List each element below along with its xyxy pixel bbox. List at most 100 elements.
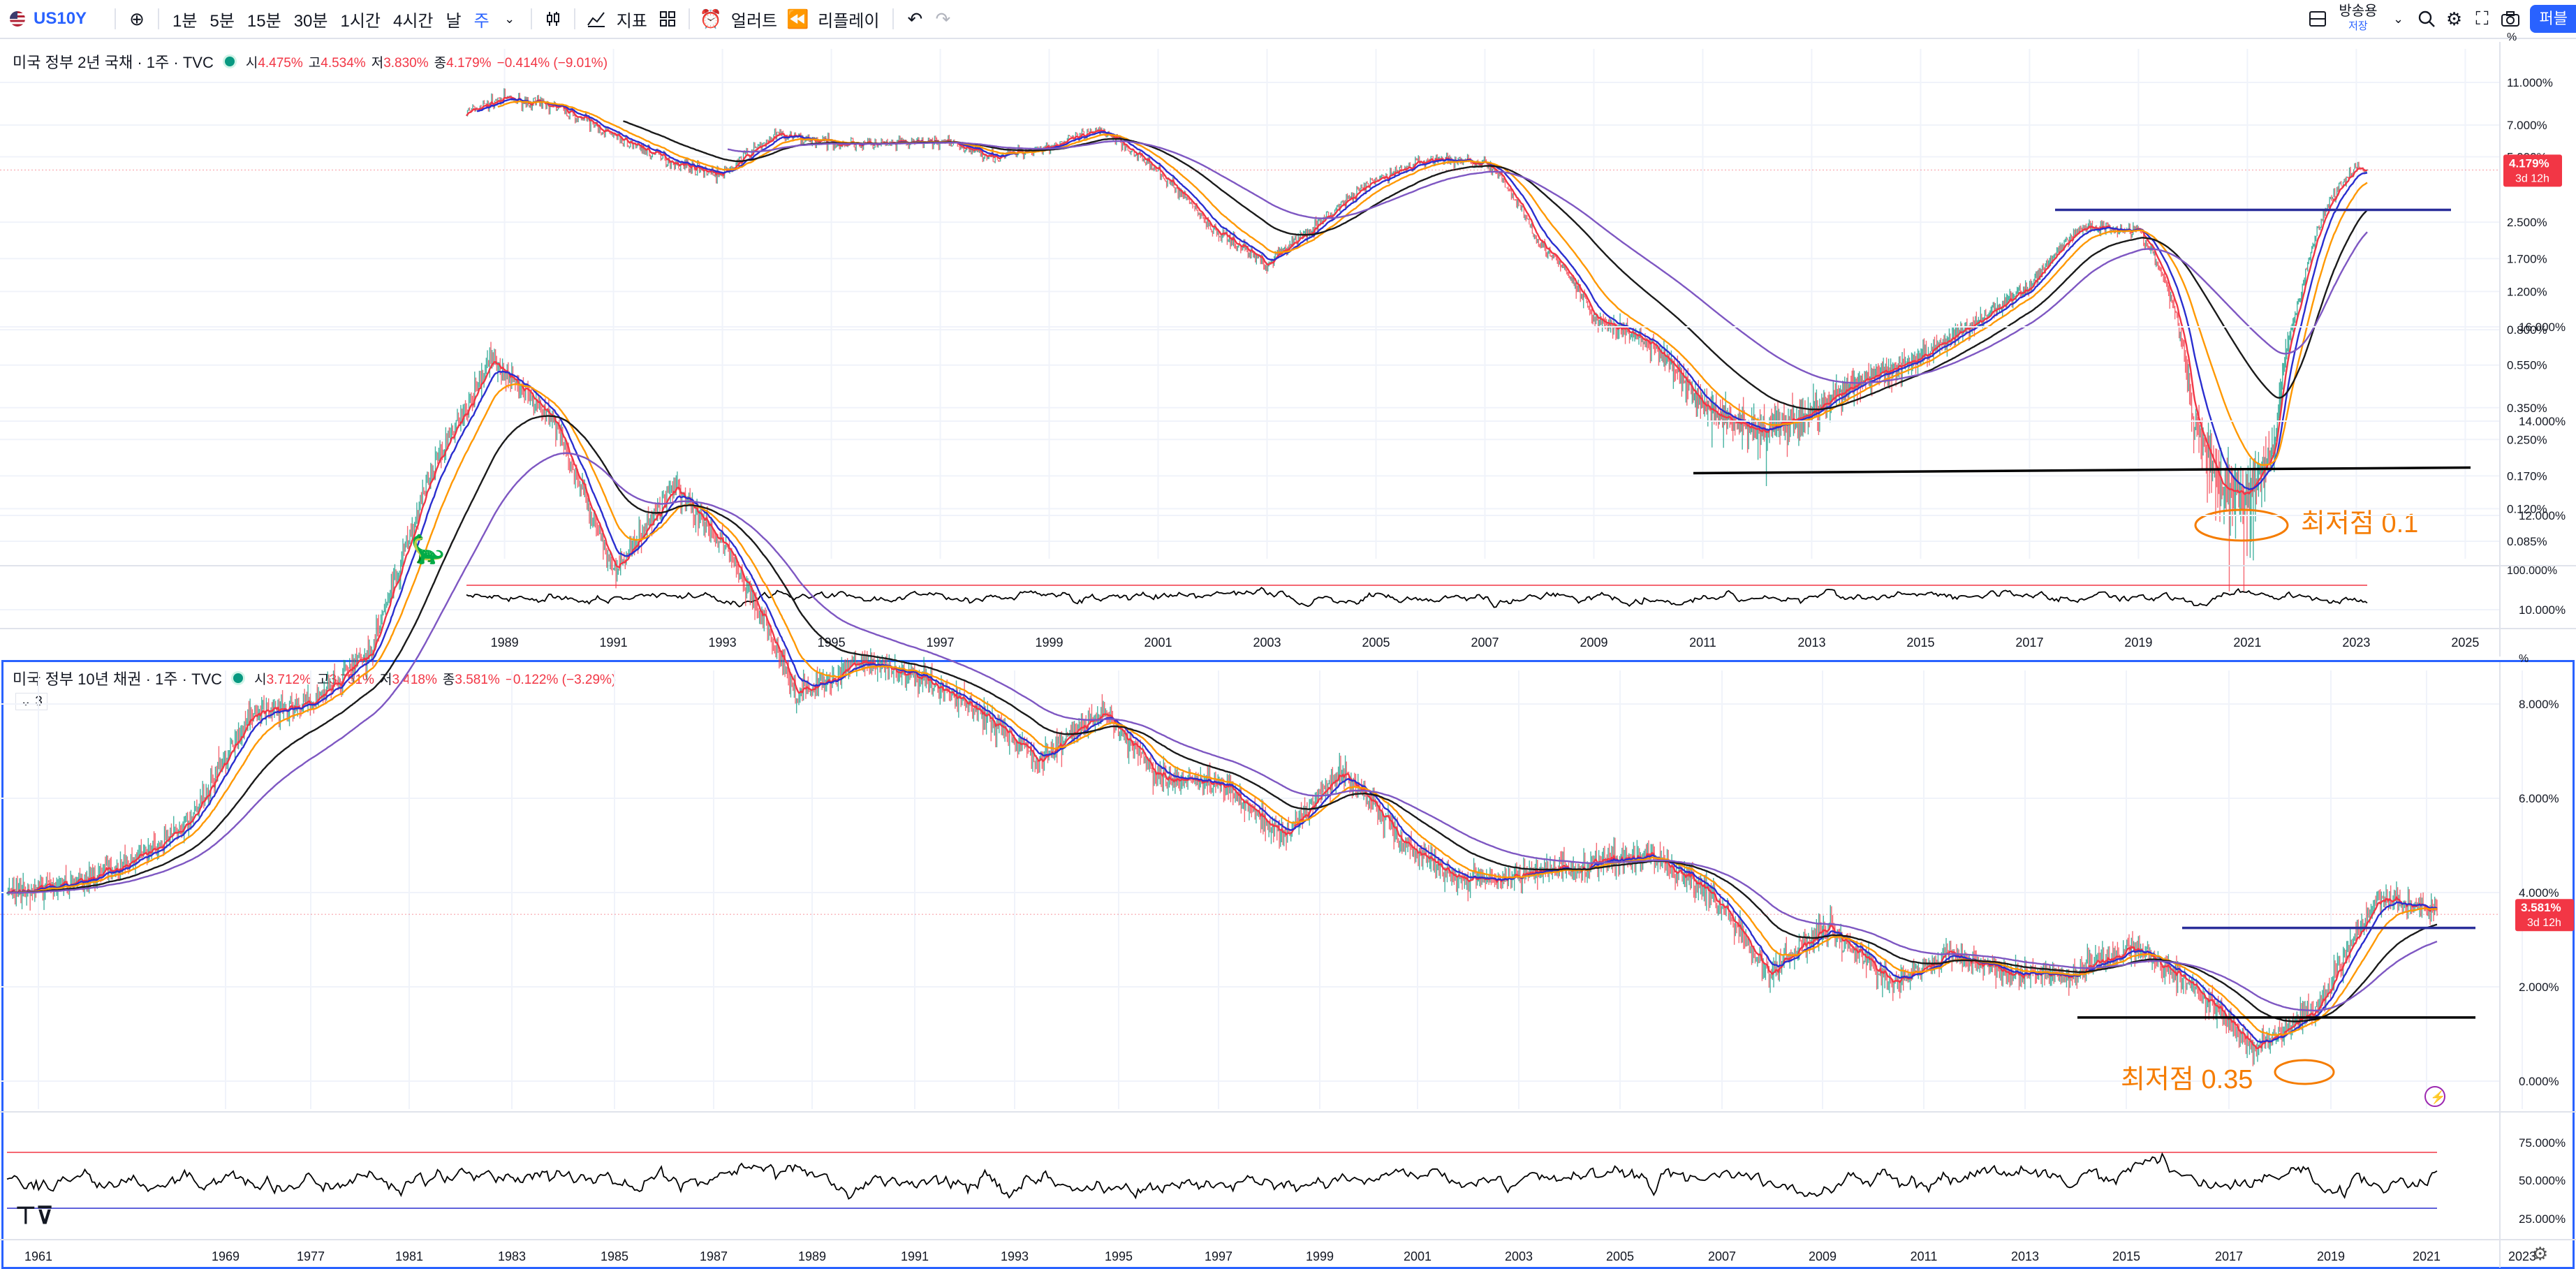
interval-6[interactable]: 날	[446, 11, 462, 31]
pane2-ohlc: 시3.712% 고3.751% 저3.418% 종3.581% −0.122% (−3.…	[254, 672, 617, 687]
y-tick-label: 5.000%	[2507, 151, 2547, 164]
camera-icon[interactable]	[2496, 5, 2524, 33]
pane1-y-axis: 11.000% 7.000% 5.000% 2.500% 1.700% 1.200% 0.8…	[2507, 31, 2553, 548]
y-tick-label: 11.000%	[2507, 76, 2553, 89]
y-tick-label: 16.000%	[2519, 321, 2566, 334]
price-badge-time: 3d 12h	[2515, 173, 2549, 184]
pane1-title[interactable]: 미국 정부 2년 국채 · 1주 · TVC	[13, 54, 214, 71]
replay-button[interactable]: ⏪ 리플레이	[783, 0, 885, 38]
price-badge-label: 4.179%	[2509, 156, 2549, 170]
low-point-ellipse	[2194, 508, 2289, 542]
y-tick-label: 10.000%	[2519, 603, 2566, 617]
x-tick-label: 2023	[2342, 636, 2370, 650]
divider	[573, 8, 575, 29]
interval-bar: 1분 5분 15분 30분 1시간 4시간 날 주	[166, 0, 496, 38]
y-tick-label: 12.000%	[2519, 509, 2566, 522]
rsi-top-label: 100.000%	[2507, 565, 2557, 577]
interval-0[interactable]: 1분	[172, 11, 198, 31]
moving-average-line	[727, 140, 2368, 384]
y-tick-label: 0.350%	[2507, 402, 2547, 415]
pane1-rsi	[466, 585, 2368, 610]
indicators-button[interactable]: 지표	[582, 0, 654, 38]
add-symbol-icon[interactable]: ⊕	[129, 8, 145, 29]
publish-button[interactable]: 퍼블	[2529, 5, 2576, 33]
alarm-clock-icon: ⏰	[699, 8, 723, 29]
divider	[530, 8, 532, 29]
y-tick-label: 1.200%	[2507, 285, 2547, 298]
x-tick-label: 2003	[1253, 636, 1281, 650]
chevron-down-icon[interactable]: ⌄	[504, 11, 515, 26]
candle-type-icon[interactable]	[539, 5, 567, 33]
x-tick-label: 1991	[600, 636, 628, 650]
moving-average-line	[623, 120, 2368, 411]
x-tick-label: 2025	[2451, 636, 2479, 650]
moving-average-line	[466, 96, 2368, 496]
indicators-label: 지표	[616, 11, 647, 31]
rewind-icon: ⏪	[786, 8, 809, 29]
interval-7[interactable]: 주	[473, 11, 490, 31]
symbol-search[interactable]: US10Y	[10, 9, 87, 29]
alert-label: 얼러트	[730, 11, 778, 31]
x-tick-label: 1995	[818, 636, 846, 650]
x-tick-label: 1993	[709, 636, 737, 650]
interval-4[interactable]: 1시간	[340, 11, 381, 31]
search-icon[interactable]	[2413, 5, 2441, 33]
pane1-x-axis: 1989 1991 1993 1995 1997 1999 2001 2003 2005 2007…	[491, 636, 2480, 650]
top-toolbar: US10Y ⊕ 1분 5분 15분 30분 1시간 4시간 날 주 ⌄ 지표 ⏰ 얼러트 ⏪ …	[0, 0, 2576, 39]
y-tick-label: 0.800%	[2507, 323, 2547, 337]
interval-2[interactable]: 15분	[246, 11, 281, 31]
x-tick-label: 1997	[927, 636, 955, 650]
fullscreen-icon[interactable]: ⛶	[2475, 8, 2489, 29]
pane2-title[interactable]: 미국 정부 10년 채권 · 1주 · TVC	[13, 670, 223, 688]
indicators-icon	[582, 5, 610, 33]
divider	[892, 8, 895, 29]
replay-label: 리플레이	[818, 11, 880, 31]
alert-button[interactable]: ⏰ 얼러트	[697, 0, 783, 38]
pane1-candles	[466, 88, 2368, 592]
collapse-indicators-toggle[interactable]: ⌄ 3	[15, 693, 47, 710]
interval-1[interactable]: 5분	[209, 11, 235, 31]
divider	[158, 8, 160, 29]
pane2-frame[interactable]	[1, 660, 2575, 1269]
x-tick-label: 2011	[1689, 636, 1716, 650]
divider	[115, 8, 117, 29]
pane1-legend: 미국 정부 2년 국채 · 1주 · TVC 시4.475% 고4.534% 저3.…	[13, 50, 613, 73]
dinosaur-icon: 🦕	[411, 533, 446, 565]
pane1-grid	[0, 49, 2500, 559]
x-tick-label: 2015	[1906, 636, 1934, 650]
market-status-dot	[233, 673, 244, 683]
x-tick-label: 1989	[491, 636, 519, 650]
moving-average-line	[476, 98, 2368, 490]
x-tick-label: 2005	[1362, 636, 1390, 650]
market-status-dot	[224, 57, 235, 66]
y-tick-label: 0.120%	[2507, 502, 2547, 515]
pane1-ohlc: 시4.475% 고4.534% 저3.830% 종4.179% −0.414% (−9.…	[245, 55, 608, 71]
x-tick-label: 2021	[2233, 636, 2261, 650]
interval-5[interactable]: 4시간	[393, 11, 434, 31]
pane2-legend: 미국 정부 10년 채권 · 1주 · TVC 시3.712% 고3.751% 저3…	[13, 667, 621, 689]
redo-icon[interactable]: ↷	[935, 8, 951, 29]
rsi-line	[466, 587, 2368, 608]
price-badge	[2503, 154, 2562, 187]
x-tick-label: 2013	[1797, 636, 1825, 650]
x-tick-label: 2009	[1580, 636, 1607, 650]
gear-icon[interactable]: ⚙	[2445, 8, 2463, 29]
y-tick-label: 2.500%	[2507, 216, 2547, 229]
y-tick-label: 1.700%	[2507, 252, 2547, 265]
support-trendline	[1693, 466, 2471, 475]
interval-3[interactable]: 30분	[293, 11, 328, 31]
layout-grid-icon[interactable]	[654, 5, 682, 33]
us-flag-icon	[10, 11, 25, 27]
chevron-down-icon[interactable]: ⌄	[2392, 11, 2404, 26]
x-tick-label: 2007	[1471, 636, 1499, 650]
x-tick-label: 1999	[1036, 636, 1063, 650]
y-tick-label: 14.000%	[2519, 415, 2566, 428]
moving-average-line	[497, 100, 2368, 467]
layout-icon[interactable]	[2304, 5, 2332, 33]
save-button[interactable]: 방송용 저장	[2339, 3, 2377, 34]
toolbar-right: 방송용 저장 ⌄ ⚙ ⛶ 퍼블	[2304, 0, 2576, 38]
low-point-annotation: 최저점 0.1	[2301, 509, 2418, 538]
undo-icon[interactable]: ↶	[907, 8, 923, 29]
x-tick-label: 2019	[2124, 636, 2152, 650]
save-label: 방송용	[2339, 3, 2378, 19]
